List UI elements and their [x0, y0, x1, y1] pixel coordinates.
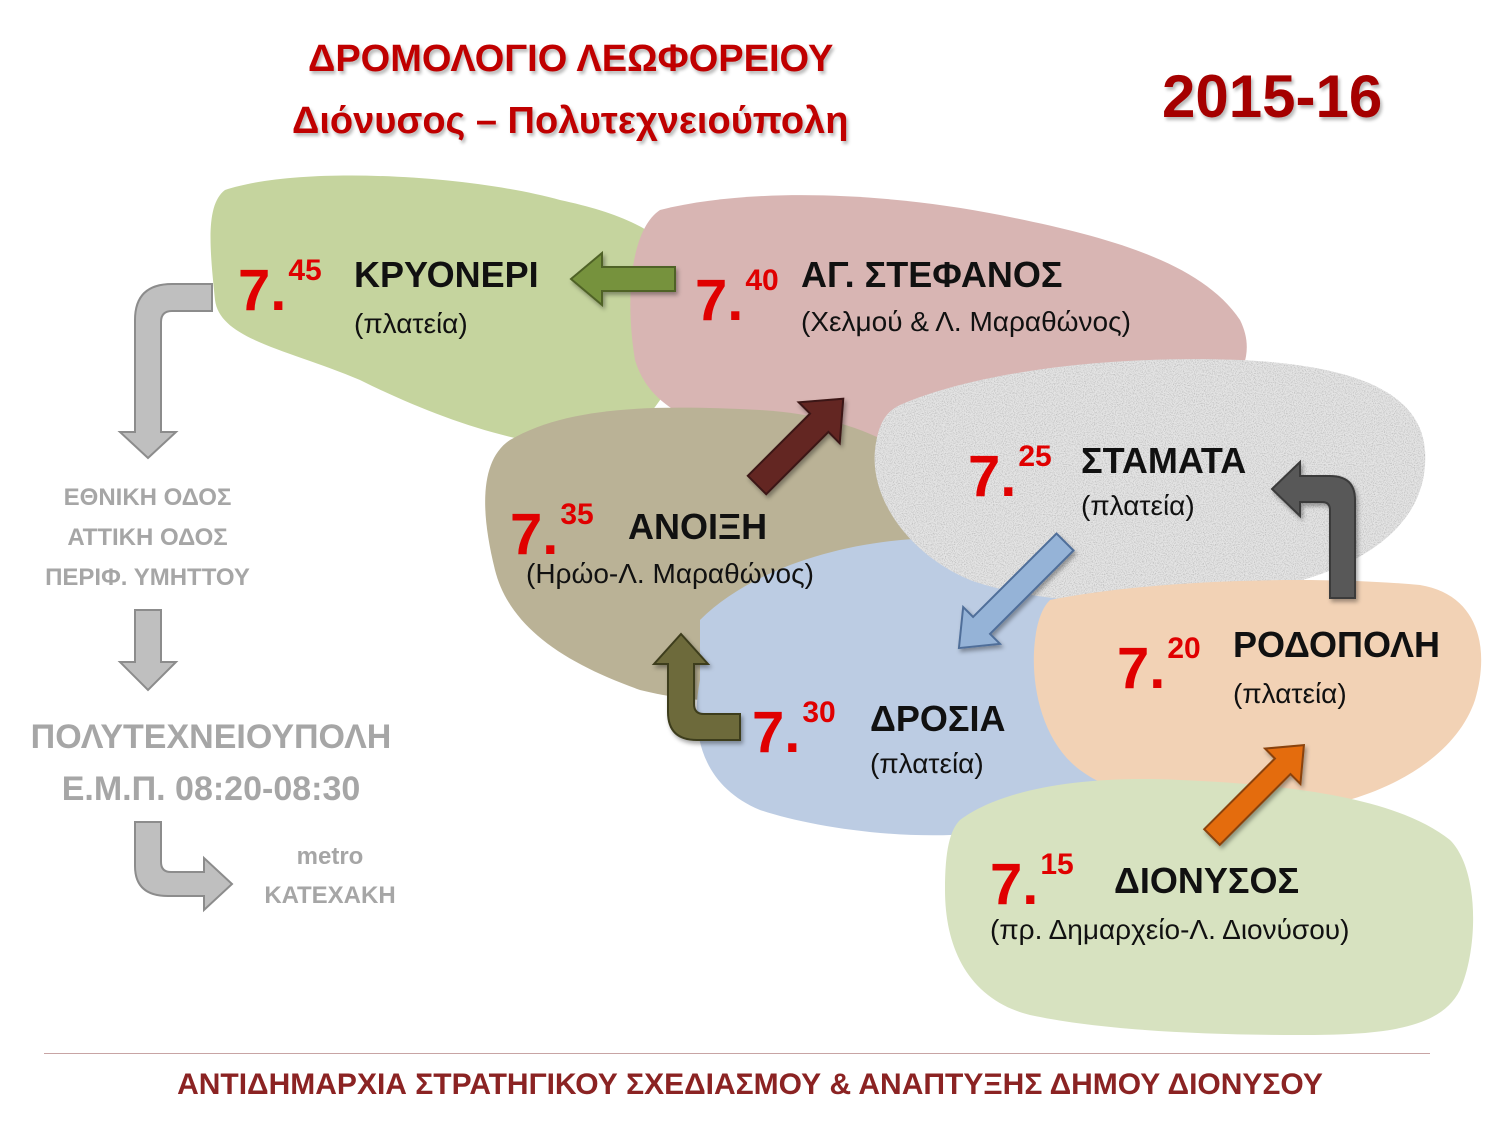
- arrow-to-krioneri: [569, 250, 676, 308]
- metro-label: metro: [296, 843, 364, 870]
- stop-time-minutes: 20: [1167, 632, 1201, 665]
- stop-time-minutes: 15: [1040, 848, 1074, 881]
- stop-time-minutes: 30: [802, 696, 836, 729]
- stop-time: 7.15: [990, 848, 1074, 917]
- footer-divider: [44, 1053, 1430, 1054]
- stop-time: 7.20: [1117, 632, 1201, 701]
- stop-time-minutes: 45: [288, 254, 322, 287]
- page-subtitle: Διόνυσος – Πολυτεχνειούπολη: [292, 100, 849, 142]
- stamata-area: [874, 359, 1426, 603]
- arrow-to-polytechneioupoli: [117, 609, 179, 692]
- stop-location: (Ηρώο-Λ. Μαραθώνος): [526, 558, 814, 589]
- footer-text: ΑΝΤΙΔΗΜΑΡΧΙΑ ΣΤΡΑΤΗΓΙΚΟΥ ΣΧΕΔΙΑΣΜΟΥ & ΑΝ…: [177, 1068, 1323, 1101]
- season-label: 2015-16: [1162, 63, 1383, 130]
- route-item: ΕΘΝΙΚΗ ΟΔΟΣ: [63, 484, 232, 511]
- arrow-to-rodopoli: [1202, 743, 1306, 847]
- krioneri-area: [210, 175, 690, 447]
- stop-location: (πρ. Δημαρχείο-Λ. Διονύσου): [990, 914, 1350, 945]
- stop-location: (πλατεία): [1081, 490, 1195, 521]
- stop-name: ΑΝΟΙΞΗ: [628, 506, 768, 547]
- stop-location: (πλατεία): [1233, 678, 1347, 709]
- arrow-to-drosia: [957, 532, 1075, 650]
- arrow-krioneri-to-highway: [117, 283, 213, 460]
- dionysos-area: [945, 779, 1474, 1035]
- rodopoli-area: [1033, 580, 1482, 811]
- stop-time: 7.45: [238, 254, 322, 323]
- stop-time: 7.35: [510, 498, 594, 567]
- stop-name: ΡΟΔΟΠΟΛΗ: [1233, 624, 1440, 665]
- stop-name: ΣΤΑΜΑΤΑ: [1081, 440, 1247, 481]
- stop-location: (Χελμού & Λ. Μαραθώνος): [801, 306, 1131, 337]
- page-title: ΔΡΟΜΟΛΟΓΙΟ ΛΕΩΦΟΡΕΙΟΥ: [308, 38, 834, 80]
- stop-name: ΚΡΥΟΝΕΡΙ: [354, 254, 539, 295]
- arrow-to-anoixi: [651, 632, 741, 741]
- stop-time-minutes: 40: [745, 264, 779, 297]
- stop-time-minutes: 25: [1018, 440, 1052, 473]
- stop-name: ΔΙΟΝΥΣΟΣ: [1114, 860, 1300, 901]
- arrow-to-metro: [134, 821, 234, 913]
- stop-name: ΔΡΟΣΙΑ: [870, 698, 1006, 739]
- destination-time: Ε.Μ.Π. 08:20-08:30: [61, 770, 361, 808]
- stop-time: 7.40: [695, 264, 779, 333]
- stop-name: ΑΓ. ΣΤΕΦΑΝΟΣ: [801, 254, 1063, 295]
- stop-location: (πλατεία): [354, 308, 468, 339]
- stop-location: (πλατεία): [870, 748, 984, 779]
- route-item: ΑΤΤΙΚΗ ΟΔΟΣ: [67, 524, 228, 551]
- drosia-area: [696, 538, 1152, 836]
- arrow-to-stamata: [1270, 459, 1356, 599]
- route-item: ΠΕΡΙΦ. ΥΜΗΤΤΟΥ: [45, 564, 250, 591]
- highway-route-list: ΕΘΝΙΚΗ ΟΔΟΣ ΑΤΤΙΚΗ ΟΔΟΣ ΠΕΡΙΦ. ΥΜΗΤΤΟΥ: [20, 478, 275, 598]
- arrow-to-agstefanos: [746, 397, 845, 496]
- stop-time-minutes: 35: [560, 498, 594, 531]
- stop-time: 7.30: [752, 696, 836, 765]
- metro-station: ΚΑΤΕΧΑΚΗ: [264, 882, 396, 909]
- destination-name: ΠΟΛΥΤΕΧΝΕΙΟΥΠΟΛΗ: [30, 718, 392, 756]
- stop-time: 7.25: [968, 440, 1052, 509]
